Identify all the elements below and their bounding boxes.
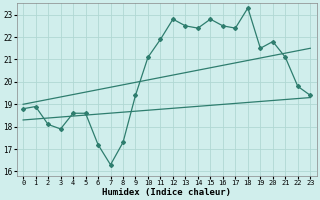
X-axis label: Humidex (Indice chaleur): Humidex (Indice chaleur) (102, 188, 231, 197)
